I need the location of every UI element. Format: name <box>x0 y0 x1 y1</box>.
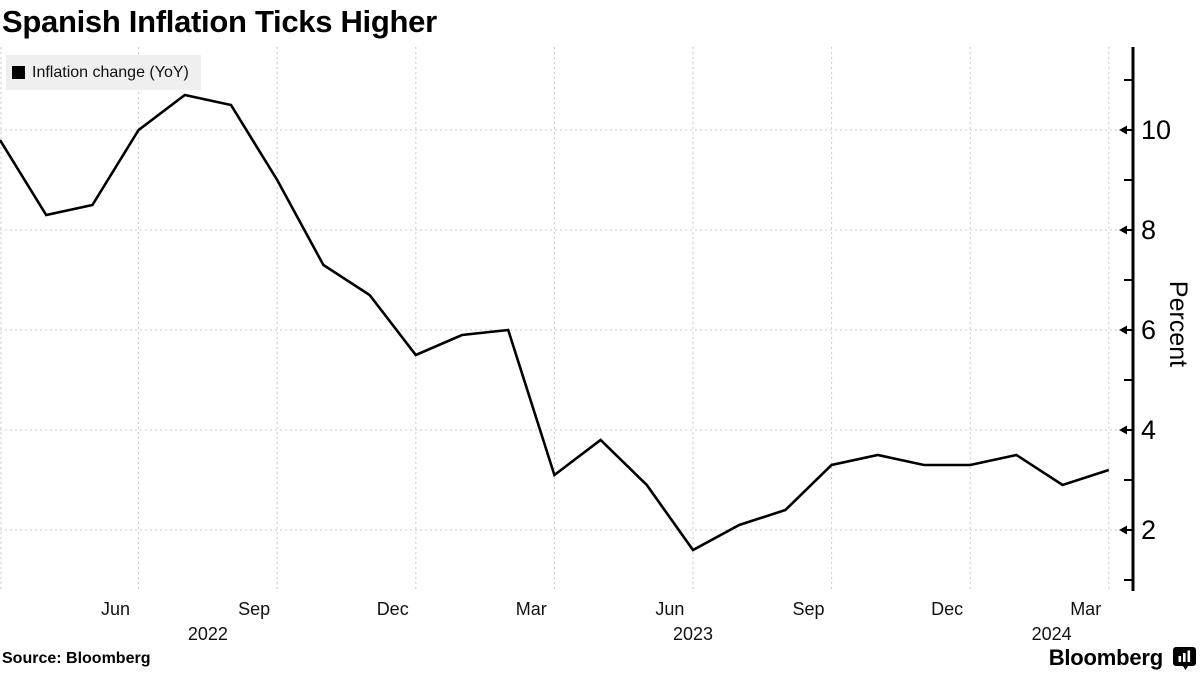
legend-swatch-icon <box>12 66 25 79</box>
svg-text:Dec: Dec <box>931 599 963 619</box>
x-tick-labels: Jun Sep Dec Mar Jun Sep Dec Mar <box>101 599 1101 619</box>
svg-text:Jun: Jun <box>101 599 130 619</box>
svg-text:Sep: Sep <box>238 599 270 619</box>
svg-text:2022: 2022 <box>188 624 228 644</box>
bloomberg-terminal-icon <box>1173 646 1196 670</box>
bloomberg-wordmark: Bloomberg <box>1048 645 1164 670</box>
series-line-inflation-yoy <box>0 93 1110 552</box>
svg-text:6: 6 <box>1141 315 1156 345</box>
y-axis-label: Percent <box>1164 281 1192 367</box>
y-tick-labels: 2 4 6 8 10 <box>1141 115 1171 545</box>
x-year-labels: 2022 2023 2024 <box>188 624 1072 644</box>
legend: Inflation change (YoY) <box>6 55 201 90</box>
source-note: Source: Bloomberg <box>2 650 151 667</box>
svg-text:8: 8 <box>1141 215 1156 245</box>
svg-text:Jun: Jun <box>655 599 684 619</box>
svg-text:2023: 2023 <box>673 624 713 644</box>
y-axis <box>1119 47 1135 591</box>
svg-text:2024: 2024 <box>1032 624 1072 644</box>
gridlines <box>0 47 1131 590</box>
chart-title: Spanish Inflation Ticks Higher <box>2 4 437 39</box>
svg-text:2: 2 <box>1141 515 1156 545</box>
svg-text:Sep: Sep <box>792 599 824 619</box>
svg-text:Mar: Mar <box>516 599 547 619</box>
svg-text:Dec: Dec <box>377 599 409 619</box>
svg-text:10: 10 <box>1141 115 1171 145</box>
bloomberg-logo: Bloomberg <box>1049 645 1197 671</box>
legend-label: Inflation change (YoY) <box>32 63 189 81</box>
svg-text:4: 4 <box>1141 415 1156 445</box>
svg-text:Mar: Mar <box>1070 599 1101 619</box>
